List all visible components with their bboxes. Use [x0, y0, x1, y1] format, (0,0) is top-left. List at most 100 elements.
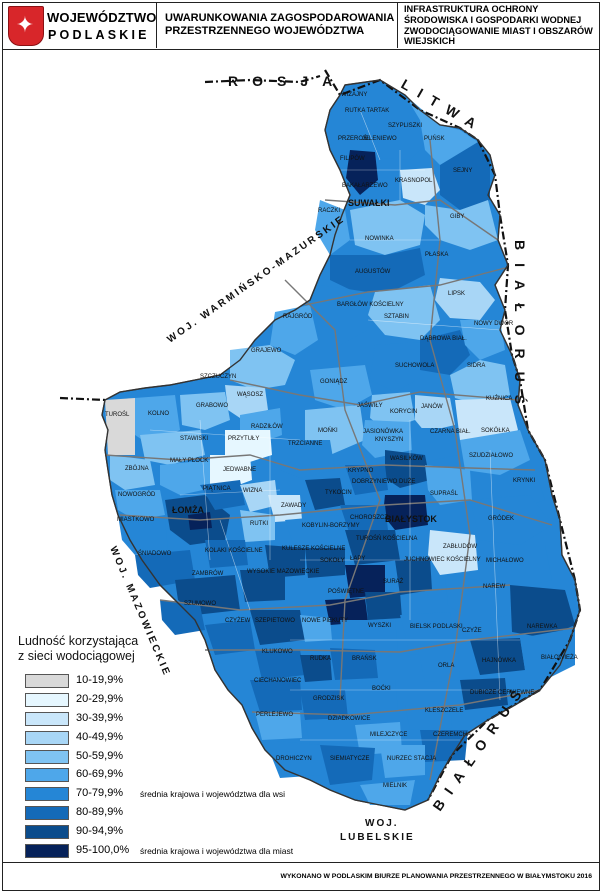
gmina-label: KOLNO	[148, 411, 169, 417]
gmina-label: TRZCIANNE	[288, 441, 322, 447]
patch-nowy-dwor	[460, 320, 505, 360]
org-name-line1: WOJEWÓDZTWO	[47, 10, 157, 25]
gmina-label: RUTKI	[250, 521, 268, 527]
org-name-line2: PODLASKIE	[48, 28, 150, 42]
gmina-label: MIASTKOWO	[117, 517, 155, 523]
legend-label: 80-89,9%	[76, 806, 124, 819]
gmina-label: GRÓDEK	[488, 515, 514, 522]
gmina-label: NOWINKA	[365, 236, 394, 242]
patch-sztabin	[368, 285, 440, 340]
gmina-label: KRYPNO	[348, 468, 374, 474]
gmina-patches	[105, 82, 575, 805]
gmina-label: WYSOKIE MAZOWIECKIE	[247, 569, 319, 575]
gmina-label: JASIONÓWKA	[363, 428, 403, 435]
gmina-label: GRABOWO	[196, 403, 228, 409]
gmina-label: RADZIŁÓW	[251, 423, 283, 430]
gmina-label: GONIĄDZ	[320, 379, 348, 385]
patch-raczki	[315, 200, 350, 255]
gmina-label: SUPRAŚL	[430, 489, 459, 497]
gmina-label: KLESZCZELE	[425, 708, 463, 714]
gmina-label: ZBÓJNA	[125, 465, 149, 472]
legend-rows: 10-19,9% 20-29,9% 30-39,9% 40-49,9% 50-59,9%…	[18, 672, 318, 861]
patch-grodzisk	[300, 690, 348, 720]
legend-item: 50-59,9%	[18, 748, 318, 767]
patch-wasilkow	[385, 450, 430, 488]
patch-grajewo	[230, 345, 295, 390]
legend-item: 30-39,9%	[18, 710, 318, 729]
patch-puńsk	[405, 95, 478, 170]
patch-mielnik	[360, 780, 415, 805]
legend-swatch	[25, 749, 69, 764]
gmina-label: SOKOŁY	[320, 558, 345, 564]
patch-ciechanowiec	[250, 680, 302, 712]
patch-miastkowo	[118, 515, 168, 555]
patch-rajgrod	[270, 305, 318, 355]
gmina-label: HAJNÓWKA	[482, 657, 516, 664]
gmina-boundaries	[149, 109, 520, 741]
legend-swatch	[25, 674, 69, 688]
patch-dobrzyniewo	[345, 465, 388, 495]
gmina-label: JEDWABNE	[223, 467, 256, 473]
gmina-label: KNYSZYN	[375, 437, 403, 443]
gmina-label: DUBICZE CERKIEWNE	[470, 690, 534, 696]
gmina-label: PERLEJEWO	[256, 712, 293, 718]
patch-klukowo	[255, 650, 305, 680]
patch-giby	[425, 200, 498, 250]
patch-grodek	[470, 495, 552, 545]
gmina-label: ZAWADY	[281, 503, 306, 509]
gmina-label: AUGUSTÓW	[355, 268, 391, 275]
border-label-lubelskie-2: LUBELSKIE	[340, 832, 415, 843]
gmina-label: TUROŚL	[105, 410, 130, 418]
gmina-label: ŚNIADOWO	[138, 549, 172, 557]
footer-credit: WYKONANO W PODLASKIM BIURZE PLANOWANIA P…	[280, 873, 592, 880]
gmina-label: KRYNKI	[513, 478, 536, 484]
gmina-label: SURAŻ	[383, 578, 404, 585]
gmina-label: BOĆKI	[372, 685, 391, 692]
gmina-label: DROHICZYN	[276, 756, 312, 762]
legend-label: 70-79,9%	[76, 787, 124, 800]
legend-swatch	[25, 711, 69, 726]
footer: WYKONANO W PODLASKIM BIURZE PLANOWANIA P…	[2, 862, 600, 891]
gmina-label: PRZYTUŁY	[228, 436, 259, 442]
legend-label: 95-100,0%	[76, 844, 130, 857]
legend-item: 70-79,9% średnia krajowa i województwa dl…	[18, 785, 318, 804]
patch-jeleniewo	[346, 150, 378, 195]
patch-kobylin	[285, 515, 345, 550]
border-label-bialorus-east: BIAŁORUŚ	[512, 240, 529, 417]
border-label-lubelskie-1: WOJ.	[365, 818, 399, 829]
patch-wyszki	[340, 620, 398, 652]
gmina-label: KUŹNICA	[486, 395, 512, 402]
legend-item: 95-100,0% średnia krajowa i województwa d…	[18, 842, 318, 861]
gmina-label: BIELSK PODLASKI	[410, 624, 463, 630]
legend-item: 80-89,9%	[18, 804, 318, 823]
legend-swatch	[25, 806, 69, 821]
city-label-lomza: ŁOMŻA	[172, 505, 204, 515]
gmina-label: NAREW	[483, 584, 506, 590]
patch-lomza-city	[188, 512, 212, 530]
patch-jedwabne	[210, 455, 252, 490]
patch-bransk	[330, 648, 378, 680]
gmina-label: JUCHNOWIEC KOŚCIELNY	[404, 555, 481, 563]
gmina-label: CZYŻE	[462, 627, 482, 634]
gmina-label: PUŃSK	[424, 135, 445, 142]
gmina-label: ZABŁUDÓW	[443, 543, 477, 550]
gmina-label: RAJGRÓD	[283, 313, 313, 320]
gmina-label: WĄSOSZ	[237, 392, 263, 398]
gmina-label: CIECHANOWIEC	[254, 678, 302, 684]
patch-nowogrod	[115, 490, 165, 520]
gmina-label: JANÓW	[421, 403, 443, 410]
patch-kulesze	[265, 545, 305, 578]
patch-suprasl	[425, 465, 472, 505]
gmina-label: KRASNOPOL	[395, 178, 433, 184]
patch-tykocin	[305, 478, 345, 510]
legend-label: 50-59,9%	[76, 749, 124, 762]
gmina-label: GRODZISK	[313, 696, 344, 702]
gmina-label: BARGŁÓW KOŚCIELNY	[337, 300, 404, 308]
coat-of-arms-icon: ✦	[8, 6, 44, 46]
gmina-label: GIBY	[450, 214, 464, 220]
header-subtitle-cell: INFRASTRUKTURA OCHRONY ŚRODOWISKA I GOSP…	[398, 2, 600, 48]
legend-swatch	[25, 692, 69, 707]
legend-note: średnia krajowa i województwa dla miast	[140, 846, 294, 857]
gmina-label: WIŻAJNY	[341, 91, 367, 98]
